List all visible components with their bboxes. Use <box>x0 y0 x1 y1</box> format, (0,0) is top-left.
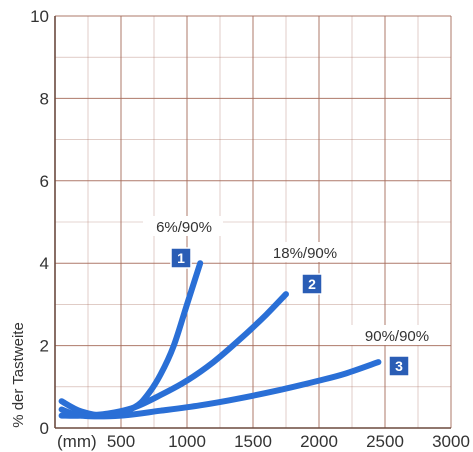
grid <box>55 15 452 428</box>
badge-2 <box>301 273 323 295</box>
y-tick-label: 0 <box>40 419 49 438</box>
badge-1 <box>170 247 192 269</box>
badge-1-number: 1 <box>177 250 185 266</box>
y-tick-label: 8 <box>40 89 49 108</box>
series-label-2: 18%/90% <box>273 245 337 262</box>
annotation-2-backdrop <box>260 242 350 262</box>
series-label-1: 6%/90% <box>156 219 212 236</box>
series-lines <box>58 260 382 420</box>
badge-3 <box>388 355 410 377</box>
x-tick-label: 2500 <box>366 432 404 451</box>
x-tick-label: 500 <box>107 432 135 451</box>
badge-3-number: 3 <box>395 358 403 374</box>
badge-2-number: 2 <box>308 276 316 292</box>
y-tick-label: 2 <box>40 337 49 356</box>
y-tick-label: 4 <box>40 254 49 273</box>
x-unit-label: (mm) <box>57 432 97 451</box>
x-tick-labels: 500 1000 1500 2000 2500 3000 <box>107 432 470 451</box>
series-label-3: 90%/90% <box>365 328 429 345</box>
y-tick-label: 6 <box>40 172 49 191</box>
series-annotation-3: 90%/90% 3 <box>350 325 444 377</box>
x-tick-label: 1500 <box>234 432 272 451</box>
annotation-1-backdrop <box>143 216 223 236</box>
series-annotation-1: 6%/90% 1 <box>143 216 223 269</box>
x-tick-label: 3000 <box>432 432 470 451</box>
y-axis-label: % der Tastweite <box>10 322 27 428</box>
annotation-3-backdrop <box>350 325 444 345</box>
y-tick-label: 10 <box>30 7 49 26</box>
x-tick-label: 2000 <box>300 432 338 451</box>
x-tick-label: 1000 <box>168 432 206 451</box>
series-annotation-2: 18%/90% 2 <box>260 242 350 295</box>
axes <box>54 16 451 429</box>
y-tick-labels: 0 2 4 6 8 10 <box>30 7 49 438</box>
series-line-3 <box>58 359 382 420</box>
